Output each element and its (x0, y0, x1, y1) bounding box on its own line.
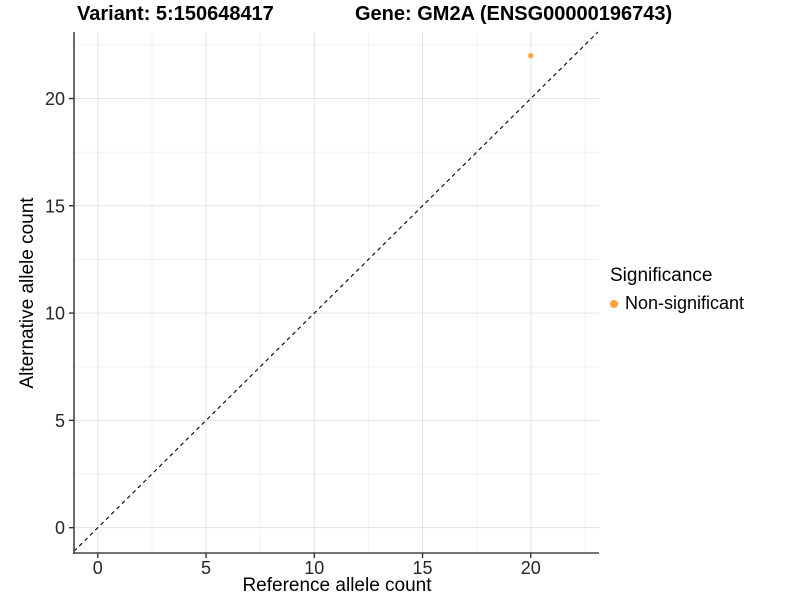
x-tick-label: 5 (201, 558, 211, 578)
y-tick-label: 10 (45, 304, 65, 324)
y-tick-label: 20 (45, 89, 65, 109)
x-tick-label: 10 (304, 558, 324, 578)
y-axis-title: Alternative allele count (17, 197, 38, 389)
legend-item: Non-significant (610, 293, 744, 314)
x-tick-label: 20 (521, 558, 541, 578)
variant-title: Variant: 5:150648417 (77, 3, 274, 25)
y-tick-label: 5 (55, 411, 65, 431)
x-axis-title: Reference allele count (242, 575, 432, 596)
legend-marker-icon (610, 299, 618, 308)
y-tick-label: 15 (45, 196, 65, 216)
legend-title: Significance (610, 265, 713, 286)
legend: Significance Non-significant (610, 265, 744, 314)
legend-item-label: Non-significant (625, 293, 745, 313)
y-tick-label: 0 (55, 518, 65, 538)
x-tick-label: 0 (93, 558, 103, 578)
gene-title: Gene: GM2A (ENSG00000196743) (355, 3, 673, 25)
identity-line (73, 31, 599, 552)
x-tick-label: 15 (413, 558, 433, 578)
data-point (528, 53, 534, 59)
